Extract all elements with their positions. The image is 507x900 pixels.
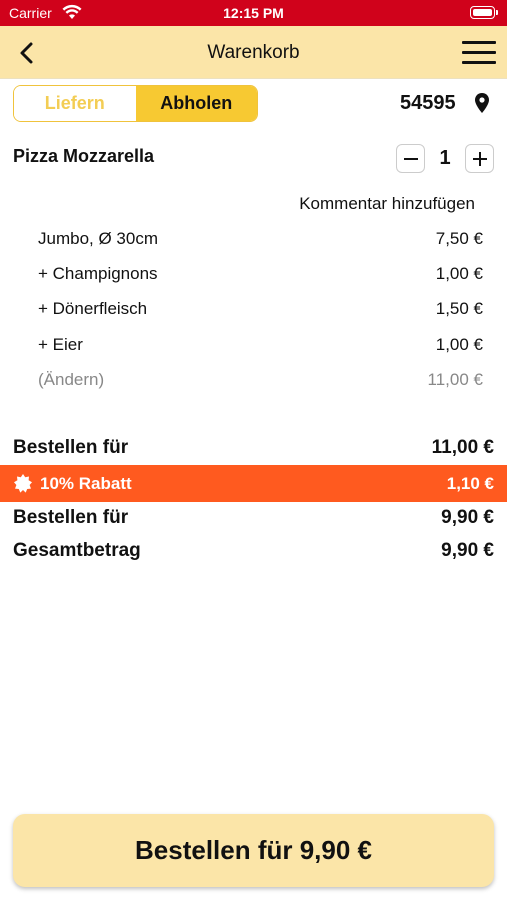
battery-icon bbox=[470, 6, 498, 19]
line-label: + Dönerfleisch bbox=[38, 299, 148, 318]
line-price: 1,00 € bbox=[435, 335, 483, 354]
carrier-label: Carrier bbox=[9, 5, 52, 21]
item-line: + Champignons 1,00 € bbox=[38, 264, 483, 286]
discount-value: 1,10 € bbox=[446, 474, 494, 493]
wifi-icon bbox=[62, 4, 82, 19]
nav-bar: Warenkorb bbox=[0, 26, 507, 79]
discount-banner: 10% Rabatt 1,10 € bbox=[0, 465, 507, 502]
line-price: 1,50 € bbox=[435, 299, 483, 318]
map-pin-icon[interactable] bbox=[475, 93, 489, 113]
line-label: Jumbo, Ø 30cm bbox=[38, 229, 158, 248]
status-bar: Carrier 12:15 PM bbox=[0, 0, 507, 26]
subtotal-value: 11,00 € bbox=[431, 437, 494, 458]
item-line: Jumbo, Ø 30cm 7,50 € bbox=[38, 229, 483, 251]
hamburger-menu-icon[interactable] bbox=[462, 41, 496, 65]
discounted-value: 9,90 € bbox=[441, 507, 494, 528]
delivery-mode-toggle: Liefern Abholen bbox=[13, 85, 258, 122]
total-label: Gesamtbetrag bbox=[13, 540, 141, 561]
item-name: Pizza Mozzarella bbox=[13, 146, 155, 166]
page-title: Warenkorb bbox=[207, 42, 300, 63]
line-label: + Champignons bbox=[38, 264, 158, 283]
increase-quantity-button[interactable] bbox=[465, 144, 494, 173]
item-quantity: 1 bbox=[439, 147, 451, 169]
status-time: 12:15 PM bbox=[223, 5, 284, 21]
add-comment-link[interactable]: Kommentar hinzufügen bbox=[299, 194, 475, 213]
subtotal-label: Bestellen für bbox=[13, 437, 129, 458]
subtotal-row: Bestellen für 11,00 € bbox=[13, 437, 494, 461]
total-row: Gesamtbetrag 9,90 € bbox=[13, 540, 494, 564]
item-total-price: 11,00 € bbox=[427, 370, 483, 389]
edit-item-link[interactable]: (Ändern) bbox=[38, 370, 105, 389]
back-chevron-icon[interactable] bbox=[14, 40, 40, 66]
place-order-button[interactable]: Bestellen für 9,90 € bbox=[13, 814, 494, 887]
item-line: + Eier 1,00 € bbox=[38, 335, 483, 357]
tab-liefern[interactable]: Liefern bbox=[14, 86, 136, 121]
discounted-row: Bestellen für 9,90 € bbox=[13, 507, 494, 531]
line-label: + Eier bbox=[38, 335, 83, 354]
line-price: 1,00 € bbox=[435, 264, 483, 283]
item-line: + Dönerfleisch 1,50 € bbox=[38, 299, 483, 321]
discount-label: 10% Rabatt bbox=[40, 474, 132, 493]
discounted-label: Bestellen für bbox=[13, 507, 129, 528]
line-price: 7,50 € bbox=[435, 229, 483, 248]
discount-badge-icon bbox=[14, 474, 32, 493]
edit-item-row[interactable]: (Ändern) 11,00 € bbox=[38, 370, 483, 392]
total-value: 9,90 € bbox=[441, 540, 494, 561]
tab-abholen[interactable]: Abholen bbox=[135, 86, 257, 121]
postal-code[interactable]: 54595 bbox=[400, 92, 456, 114]
decrease-quantity-button[interactable] bbox=[396, 144, 425, 173]
